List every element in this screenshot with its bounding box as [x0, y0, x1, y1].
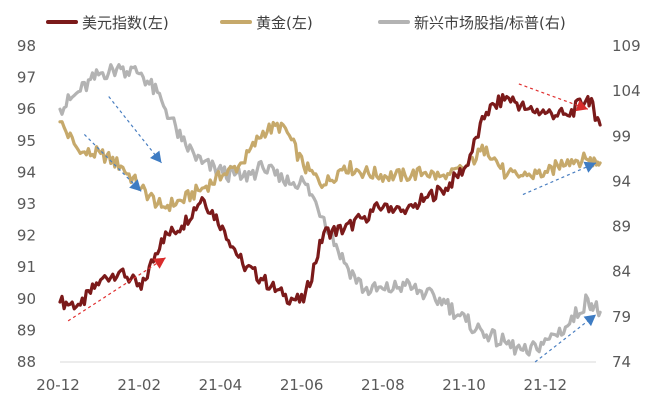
series-line-em	[58, 63, 602, 357]
annotation-arrow-head	[153, 257, 166, 269]
y-right-tick-label: 89	[612, 218, 631, 236]
annotations	[67, 83, 597, 363]
y-left-tick-label: 95	[17, 132, 36, 150]
axes: 20-12 21-02 21-04 21-06 21-08 21-10 21-12 98 97 9…	[17, 37, 641, 394]
series-lines	[58, 63, 602, 357]
y-left-tick-label: 93	[17, 195, 36, 213]
y-left-tick-label: 97	[17, 69, 36, 87]
x-tick-label: 21-02	[117, 376, 161, 394]
y-left-tick-label: 91	[17, 258, 36, 276]
y-left-tick-label: 94	[17, 163, 36, 181]
annotation-arrow-line	[522, 162, 597, 196]
y-right-tick-label: 99	[612, 127, 631, 145]
annotation-arrow-head	[583, 314, 596, 327]
legend-label-em: 新兴市场股指/标普(右)	[414, 14, 566, 32]
annotation-arrow-head	[583, 161, 596, 173]
x-tick-label: 21-06	[280, 376, 324, 394]
series-line-gold	[58, 120, 602, 213]
x-tick-label: 21-12	[523, 376, 567, 394]
y-right-tick-label: 104	[612, 82, 641, 100]
annotation-arrow-line	[534, 314, 597, 363]
y-left-tick-label: 90	[17, 290, 36, 308]
annotation-arrow-head	[575, 99, 588, 112]
y-left-tick-label: 96	[17, 100, 36, 118]
annotation-arrow-head	[129, 179, 142, 192]
y-right-tick-label: 94	[612, 172, 631, 190]
series-line-usd	[58, 93, 602, 311]
x-tick-label: 21-08	[361, 376, 405, 394]
legend-label-usd: 美元指数(左)	[82, 14, 169, 32]
y-right-tick-label: 74	[612, 353, 631, 371]
y-right-tick-label: 84	[612, 263, 631, 281]
annotation-arrow-line	[518, 83, 589, 110]
legend: 美元指数(左) 黄金(左) 新兴市场股指/标普(右)	[46, 14, 566, 32]
y-left-tick-label: 98	[17, 37, 36, 55]
y-right-tick-label: 109	[612, 37, 641, 55]
annotation-arrow-line	[83, 134, 142, 192]
y-right-tick-label: 79	[612, 308, 631, 326]
x-tick-label: 21-10	[442, 376, 486, 394]
annotation-arrow-line	[67, 257, 166, 322]
x-tick-label: 20-12	[36, 376, 80, 394]
y-left-tick-label: 88	[17, 353, 36, 371]
annotation-arrow-head	[150, 150, 162, 163]
y-left-tick-label: 92	[17, 227, 36, 245]
annotation-arrow-line	[108, 96, 162, 164]
y-left-tick-label: 89	[17, 321, 36, 339]
x-tick-label: 21-04	[199, 376, 243, 394]
legend-label-gold: 黄金(左)	[256, 14, 313, 32]
